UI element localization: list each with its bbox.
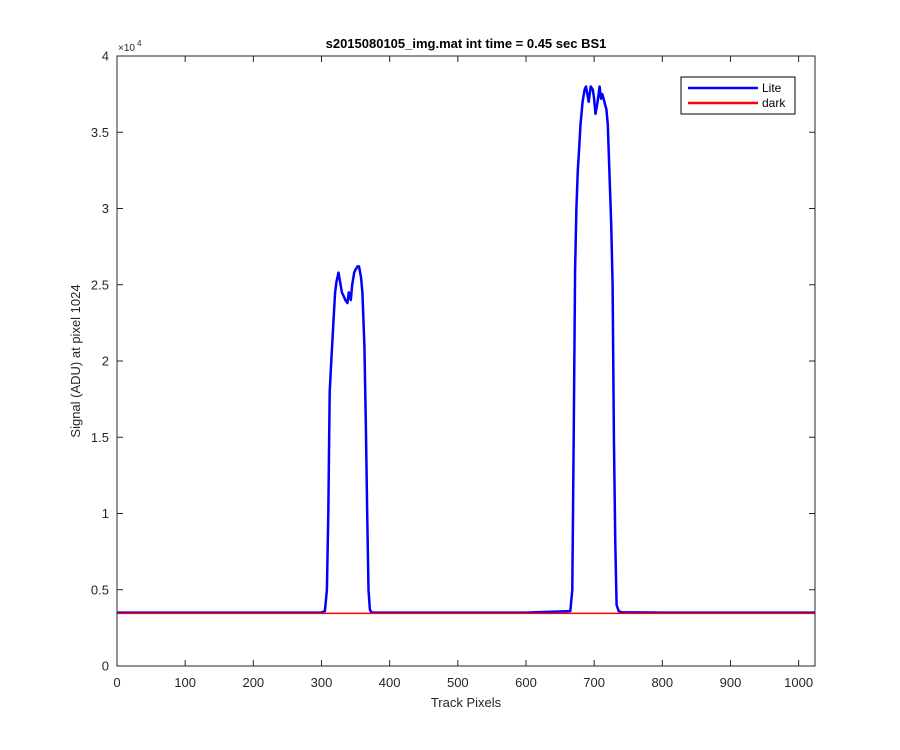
y-axis-ticks: 0 0.5 1 1.5 2 2.5 3 3.5 4 [91,49,815,674]
y-tick-label: 0.5 [91,582,109,597]
chart-title: s2015080105_img.mat int time = 0.45 sec … [326,36,607,51]
x-tick-label: 300 [311,675,333,690]
series-line-lite [117,85,815,614]
y-tick-label: 1 [102,506,109,521]
x-tick-label: 800 [651,675,673,690]
y-tick-label: 2 [102,354,109,369]
x-axis-ticks: 0 100 200 300 400 500 600 700 800 900 1000 [113,56,813,690]
y-axis-label: Signal (ADU) at pixel 1024 [68,284,83,437]
y-exponent-base: ×10 [118,43,135,54]
x-tick-label: 600 [515,675,537,690]
x-axis-label: Track Pixels [431,695,502,710]
y-tick-label: 2.5 [91,277,109,292]
x-tick-label: 0 [113,675,120,690]
y-tick-label: 3 [102,201,109,216]
x-tick-label: 900 [720,675,742,690]
plot-area [117,56,815,666]
x-tick-label: 200 [242,675,264,690]
y-exponent-power: 4 [137,39,142,48]
x-tick-label: 700 [583,675,605,690]
legend: Lite dark [680,76,796,115]
legend-box [680,76,796,115]
series-layer [117,85,815,615]
legend-label-lite: Lite [762,81,782,95]
x-tick-label: 400 [379,675,401,690]
y-tick-label: 0 [102,659,109,674]
y-tick-label: 3.5 [91,125,109,140]
legend-label-dark: dark [762,96,786,110]
x-tick-label: 500 [447,675,469,690]
x-tick-label: 1000 [784,675,813,690]
y-axis-exponent: ×10 4 [118,39,142,54]
y-tick-label: 1.5 [91,430,109,445]
x-tick-label: 100 [174,675,196,690]
y-tick-label: 4 [102,49,109,64]
